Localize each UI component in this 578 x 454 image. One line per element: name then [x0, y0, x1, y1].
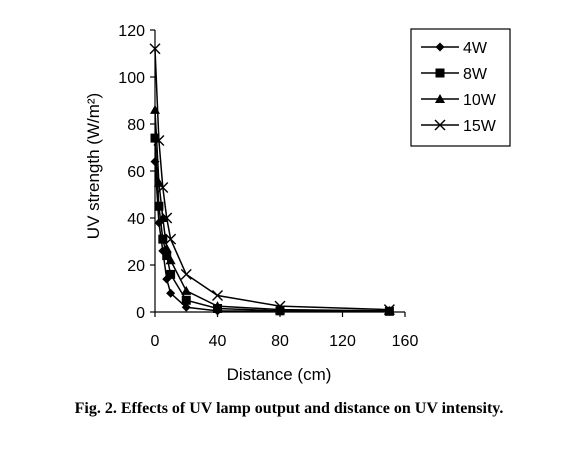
legend-item: 15W — [421, 118, 497, 135]
y-axis-label: UV strength (W/m²) — [84, 93, 103, 239]
y-tick-label: 0 — [136, 305, 145, 322]
y-tick-label: 120 — [118, 23, 145, 40]
triangle-marker — [212, 301, 223, 311]
legend-box — [410, 28, 511, 147]
legend-label: 4W — [463, 40, 488, 57]
square-marker — [181, 295, 191, 305]
legend-item: 4W — [421, 40, 488, 57]
x-tick-label: 160 — [392, 333, 419, 350]
legend-label: 10W — [463, 92, 497, 109]
triangle-marker — [181, 285, 192, 295]
square-marker — [158, 234, 168, 244]
series-line — [154, 138, 390, 313]
series-15w — [149, 43, 395, 316]
square-marker — [162, 251, 172, 261]
x-marker — [157, 181, 169, 193]
x-marker — [153, 134, 165, 146]
legend-item: 8W — [421, 66, 488, 83]
figure-caption: Fig. 2. Effects of UV lamp output and di… — [74, 400, 504, 417]
triangle-marker — [153, 177, 164, 187]
triangle-marker — [150, 104, 160, 114]
series-layer — [149, 43, 395, 317]
uv-chart: 0 20 40 60 80 100 120 0 40 80 120 160 Distance (cm)… — [84, 23, 511, 384]
y-tick-label: 20 — [127, 258, 145, 275]
diamond-marker — [181, 302, 191, 312]
x-axis-label: Distance (cm) — [227, 365, 332, 384]
legend-label: 8W — [463, 66, 488, 83]
square-marker — [154, 201, 164, 211]
x-marker — [165, 233, 177, 245]
chart-axes: 0 20 40 60 80 100 120 0 40 80 120 160 — [118, 23, 418, 350]
square-marker — [435, 68, 445, 78]
series-line — [154, 161, 390, 313]
triangle-marker — [275, 304, 285, 314]
square-marker — [150, 133, 160, 143]
x-tick-label: 0 — [151, 333, 160, 350]
y-tick-label: 40 — [127, 211, 145, 228]
legend-label: 15W — [463, 118, 497, 135]
y-tick-label: 80 — [127, 117, 145, 134]
x-marker — [212, 290, 223, 302]
x-tick-label: 40 — [209, 333, 227, 350]
diamond-marker — [166, 288, 176, 298]
series-10w — [150, 104, 395, 315]
series-line — [154, 109, 390, 312]
x-marker — [161, 212, 173, 224]
x-tick-label: 80 — [271, 333, 289, 350]
y-tick-label: 60 — [127, 164, 145, 181]
legend: 4W 8W 10W 15W — [410, 28, 511, 147]
square-marker — [166, 269, 176, 279]
x-marker — [383, 304, 395, 316]
triangle-marker — [435, 94, 445, 103]
triangle-marker — [161, 243, 172, 253]
x-tick-label: 120 — [329, 333, 356, 350]
triangle-marker — [165, 255, 176, 265]
x-marker — [274, 300, 286, 312]
x-marker — [434, 119, 446, 131]
legend-item: 10W — [421, 92, 497, 109]
x-marker — [180, 268, 192, 280]
diamond-marker — [435, 42, 445, 52]
x-marker — [149, 43, 161, 55]
y-tick-label: 100 — [118, 70, 145, 87]
